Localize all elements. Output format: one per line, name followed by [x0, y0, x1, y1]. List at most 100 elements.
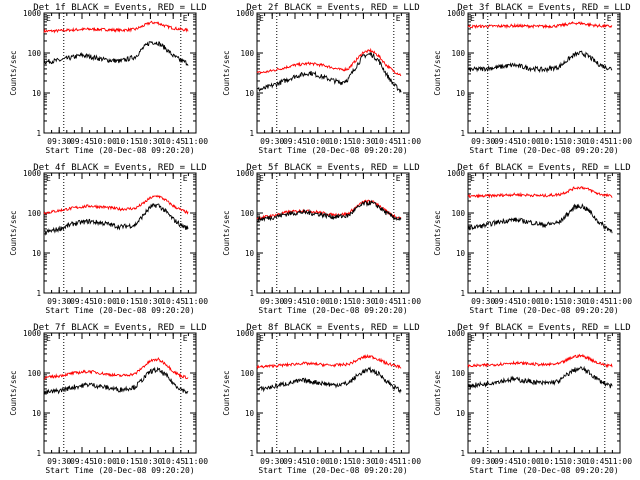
plot-frame: [256, 12, 410, 134]
x-tick-label: 09:30: [260, 297, 284, 306]
y-tick-label: 10: [245, 89, 255, 98]
panel-title: Det 8f BLACK = Events, RED = LLD: [246, 323, 419, 333]
x-tick-label: 10:45: [161, 457, 185, 466]
event-marker: E: [470, 334, 475, 343]
x-tick-label: 10:45: [374, 457, 398, 466]
event-marker: E: [607, 174, 612, 183]
events-series-line: [43, 41, 189, 66]
event-marker: E: [183, 14, 188, 23]
panel-9: Det 9f BLACK = Events, RED = LLD 1 10 100 10…: [433, 323, 632, 475]
y-tick-label: 1000: [23, 9, 42, 18]
panel-4: Det 4f BLACK = Events, RED = LLD 1 10 100 10…: [9, 163, 208, 315]
x-tick-label: 09:30: [471, 457, 495, 466]
y-tick-label: 1: [36, 129, 41, 138]
x-tick-label: 10:00: [517, 137, 541, 146]
x-tick-label: 09:30: [47, 457, 71, 466]
event-marker: E: [259, 174, 264, 183]
y-tick-label: 1000: [23, 329, 42, 338]
panel-1: Det 1f BLACK = Events, RED = LLD 1 10 100 10…: [9, 3, 208, 155]
x-tick-label: 10:15: [116, 297, 140, 306]
x-tick-label: 11:00: [397, 297, 421, 306]
panel-title: Det 9f BLACK = Events, RED = LLD: [457, 323, 630, 333]
panel-title: Det 5f BLACK = Events, RED = LLD: [246, 163, 419, 173]
lld-series-line: [256, 199, 402, 220]
x-tick-label: 09:30: [47, 137, 71, 146]
y-axis-label: Counts/sec: [9, 210, 18, 255]
y-tick-label: 10: [32, 249, 42, 258]
y-tick-label: 1000: [23, 169, 42, 178]
lld-series-line: [43, 20, 189, 34]
x-tick-label: 10:00: [306, 457, 330, 466]
y-tick-label: 10: [456, 89, 466, 98]
event-marker: E: [46, 334, 51, 343]
plot-frame: [467, 172, 621, 294]
panel-6: Det 6f BLACK = Events, RED = LLD 1 10 100 10…: [433, 163, 632, 315]
event-marker: E: [607, 14, 612, 23]
x-tick-label: 11:00: [184, 137, 208, 146]
x-tick-label: 10:30: [562, 297, 586, 306]
y-tick-label: 10: [245, 409, 255, 418]
x-tick-label: 09:45: [494, 457, 518, 466]
x-axis-label: Start Time (20-Dec-08 09:20:20): [45, 306, 194, 315]
y-axis-label: Counts/sec: [9, 370, 18, 415]
x-tick-label: 10:30: [562, 457, 586, 466]
y-axis-label: Counts/sec: [222, 50, 231, 95]
x-tick-label: 10:45: [585, 297, 609, 306]
y-tick-label: 100: [451, 49, 465, 58]
y-tick-label: 1: [460, 129, 465, 138]
y-tick-label: 1: [36, 289, 41, 298]
x-tick-label: 10:45: [585, 137, 609, 146]
x-tick-label: 10:45: [374, 297, 398, 306]
event-marker: E: [259, 14, 264, 23]
event-marker: E: [183, 334, 188, 343]
x-tick-label: 11:00: [184, 457, 208, 466]
x-tick-label: 10:30: [351, 297, 375, 306]
x-tick-label: 10:00: [517, 297, 541, 306]
y-tick-label: 1000: [236, 9, 255, 18]
y-tick-label: 100: [451, 209, 465, 218]
events-series-line: [43, 202, 189, 236]
x-tick-label: 09:45: [494, 297, 518, 306]
y-tick-label: 10: [456, 249, 466, 258]
events-series-line: [467, 50, 613, 74]
x-tick-label: 10:00: [93, 297, 117, 306]
y-axis-label: Counts/sec: [222, 210, 231, 255]
y-tick-label: 10: [32, 409, 42, 418]
x-tick-label: 10:30: [138, 137, 162, 146]
y-tick-label: 1: [249, 449, 254, 458]
x-tick-label: 10:30: [138, 457, 162, 466]
y-tick-label: 1000: [236, 169, 255, 178]
events-series-line: [256, 199, 402, 223]
x-tick-label: 10:15: [329, 297, 353, 306]
y-axis-label: Counts/sec: [9, 50, 18, 95]
plot-frame: [256, 332, 410, 454]
x-tick-label: 10:15: [540, 137, 564, 146]
y-tick-label: 100: [27, 209, 41, 218]
panel-5: Det 5f BLACK = Events, RED = LLD 1 10 100 10…: [222, 163, 421, 315]
events-series-line: [467, 203, 613, 234]
x-tick-label: 10:30: [562, 137, 586, 146]
y-axis-label: Counts/sec: [433, 210, 442, 255]
lld-series-line: [467, 186, 613, 199]
x-tick-label: 09:45: [494, 137, 518, 146]
x-tick-label: 09:30: [471, 137, 495, 146]
y-tick-label: 100: [240, 369, 254, 378]
x-tick-label: 09:30: [471, 297, 495, 306]
x-tick-label: 10:15: [540, 457, 564, 466]
y-axis-label: Counts/sec: [433, 370, 442, 415]
panel-title: Det 2f BLACK = Events, RED = LLD: [246, 3, 419, 13]
plot-frame: [43, 332, 197, 454]
y-tick-label: 1: [460, 449, 465, 458]
events-series-line: [256, 51, 402, 94]
panel-title: Det 6f BLACK = Events, RED = LLD: [457, 163, 630, 173]
x-tick-label: 10:15: [540, 297, 564, 306]
event-marker: E: [396, 334, 401, 343]
event-marker: E: [396, 174, 401, 183]
y-tick-label: 1000: [236, 329, 255, 338]
x-tick-label: 10:00: [93, 137, 117, 146]
x-tick-label: 09:30: [260, 137, 284, 146]
x-tick-label: 10:30: [351, 457, 375, 466]
plot-frame: [43, 172, 197, 294]
y-tick-label: 1: [249, 289, 254, 298]
